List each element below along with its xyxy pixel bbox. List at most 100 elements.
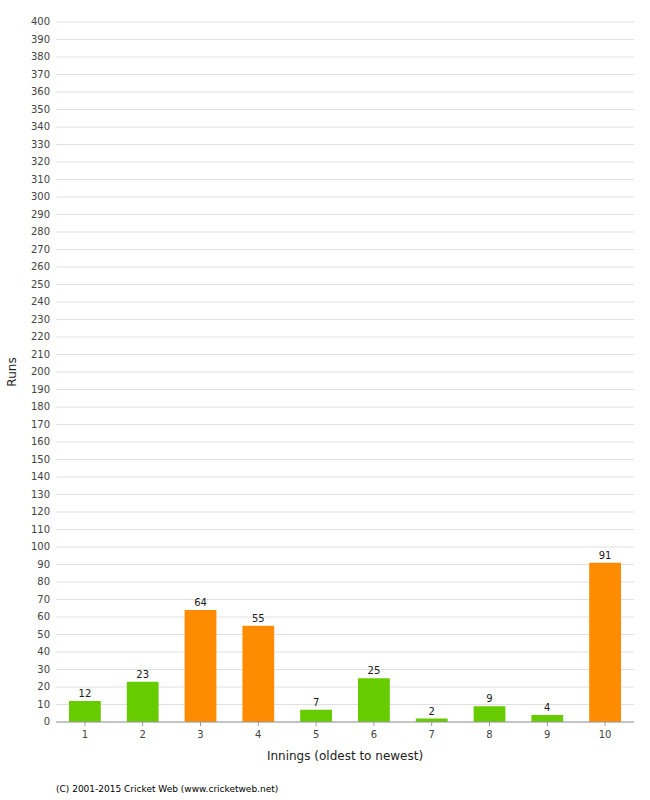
x-tick	[547, 722, 548, 726]
grid-line	[56, 372, 634, 373]
grid-line	[56, 634, 634, 635]
grid-line	[56, 232, 634, 233]
background	[0, 0, 650, 800]
grid-line	[56, 582, 634, 583]
grid-line	[56, 512, 634, 513]
x-tick	[142, 722, 143, 726]
data-label: 64	[194, 597, 207, 608]
grid-line	[56, 39, 634, 40]
y-tick-label: 210	[31, 349, 50, 360]
data-label: 7	[313, 697, 319, 708]
grid-line	[56, 267, 634, 268]
grid-line	[56, 337, 634, 338]
y-tick-label: 200	[31, 366, 50, 377]
y-tick-label: 280	[31, 226, 50, 237]
y-tick-label: 90	[37, 559, 50, 570]
bars	[69, 563, 621, 722]
grid-line	[56, 424, 634, 425]
x-tick-label: 2	[140, 729, 146, 740]
grid-line	[56, 92, 634, 93]
y-tick-label: 250	[31, 279, 50, 290]
grid-line	[56, 652, 634, 653]
y-tick-label: 330	[31, 139, 50, 150]
chart: 0102030405060708090100110120130140150160…	[0, 0, 650, 800]
grid-line	[56, 319, 634, 320]
grid-line	[56, 407, 634, 408]
y-tick-label: 320	[31, 156, 50, 167]
y-tick-label: 150	[31, 454, 50, 465]
grid-line	[56, 477, 634, 478]
grid-line	[56, 564, 634, 565]
grid-line	[56, 127, 634, 128]
y-tick-label: 290	[31, 209, 50, 220]
y-tick-label: 120	[31, 506, 50, 517]
y-tick-label: 100	[31, 541, 50, 552]
y-tick-label: 140	[31, 471, 50, 482]
x-tick-label: 7	[429, 729, 435, 740]
grid-line	[56, 494, 634, 495]
data-label: 23	[136, 669, 149, 680]
x-tick	[605, 722, 606, 726]
grid-line	[56, 302, 634, 303]
grid-line	[56, 179, 634, 180]
y-tick-label: 50	[37, 629, 50, 640]
x-tick	[84, 722, 85, 726]
bar	[474, 706, 506, 722]
x-tick	[258, 722, 259, 726]
y-tick-label: 10	[37, 699, 50, 710]
grid-line	[56, 249, 634, 250]
data-label: 12	[79, 688, 92, 699]
grid-line	[56, 284, 634, 285]
y-tick-label: 350	[31, 104, 50, 115]
grid-line	[56, 57, 634, 58]
x-tick-label: 1	[82, 729, 88, 740]
y-axis-label: Runs	[5, 357, 19, 386]
bar	[589, 563, 621, 722]
y-tick-label: 390	[31, 34, 50, 45]
x-tick-label: 9	[544, 729, 550, 740]
y-tick-label: 340	[31, 121, 50, 132]
bar	[69, 701, 101, 722]
x-tick-label: 4	[255, 729, 261, 740]
y-tick-label: 310	[31, 174, 50, 185]
bar	[300, 710, 332, 722]
y-tick-label: 0	[44, 716, 50, 727]
y-tick-label: 40	[37, 646, 50, 657]
x-tick-label: 5	[313, 729, 319, 740]
y-tick-label: 240	[31, 296, 50, 307]
grid-line	[56, 74, 634, 75]
x-tick	[373, 722, 374, 726]
y-tick-label: 30	[37, 664, 50, 675]
data-label: 91	[599, 550, 612, 561]
grid-line	[56, 617, 634, 618]
x-tick-label: 8	[486, 729, 492, 740]
data-label: 55	[252, 613, 265, 624]
grid-line	[56, 354, 634, 355]
y-tick-label: 260	[31, 261, 50, 272]
y-tick-label: 110	[31, 524, 50, 535]
x-axis: 12345678910	[56, 722, 634, 740]
x-tick-label: 10	[599, 729, 612, 740]
grid-line	[56, 442, 634, 443]
y-tick-label: 380	[31, 51, 50, 62]
y-tick-label: 70	[37, 594, 50, 605]
y-tick-label: 230	[31, 314, 50, 325]
y-tick-label: 220	[31, 331, 50, 342]
data-labels: 1223645572529491	[79, 550, 612, 717]
y-tick-label: 400	[31, 16, 50, 27]
bar	[531, 715, 563, 722]
y-tick-label: 180	[31, 401, 50, 412]
x-tick	[200, 722, 201, 726]
annotation: (C) 2001-2015 Cricket Web (www.cricketwe…	[56, 784, 278, 794]
x-axis-label: Innings (oldest to newest)	[267, 749, 423, 763]
data-label: 9	[486, 693, 492, 704]
y-tick-label: 20	[37, 681, 50, 692]
data-label: 4	[544, 702, 550, 713]
grid-line	[56, 214, 634, 215]
grid-line	[56, 144, 634, 145]
grid-line	[56, 529, 634, 530]
x-tick-label: 6	[371, 729, 377, 740]
grid-line	[56, 459, 634, 460]
grid-line	[56, 109, 634, 110]
x-tick	[489, 722, 490, 726]
